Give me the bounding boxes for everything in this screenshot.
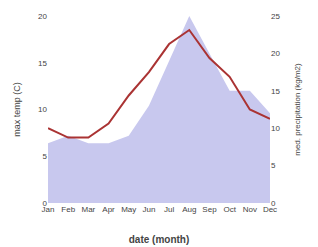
svg-text:0: 0: [43, 199, 48, 208]
svg-text:Sep: Sep: [202, 205, 217, 214]
svg-text:10: 10: [38, 105, 47, 114]
svg-text:20: 20: [271, 49, 280, 58]
svg-text:20: 20: [38, 12, 47, 21]
svg-text:May: May: [121, 205, 136, 214]
svg-text:5: 5: [271, 161, 276, 170]
svg-text:15: 15: [38, 59, 47, 68]
svg-text:15: 15: [271, 87, 280, 96]
svg-text:Dec: Dec: [263, 205, 277, 214]
svg-text:Apr: Apr: [102, 205, 115, 214]
svg-text:Aug: Aug: [182, 205, 196, 214]
svg-text:0: 0: [271, 199, 276, 208]
svg-text:5: 5: [43, 152, 48, 161]
svg-text:med. precipitation (kg/m2): med. precipitation (kg/m2): [293, 63, 302, 156]
svg-text:Mar: Mar: [81, 205, 95, 214]
svg-text:date (month): date (month): [129, 234, 190, 245]
svg-text:Jan: Jan: [42, 205, 55, 214]
svg-text:Jul: Jul: [164, 205, 174, 214]
svg-text:25: 25: [271, 12, 280, 21]
svg-text:Jun: Jun: [142, 205, 155, 214]
svg-text:10: 10: [271, 124, 280, 133]
svg-text:Nov: Nov: [243, 205, 257, 214]
svg-text:Oct: Oct: [223, 205, 236, 214]
svg-text:Feb: Feb: [61, 205, 75, 214]
svg-text:max temp (C): max temp (C): [12, 82, 22, 137]
